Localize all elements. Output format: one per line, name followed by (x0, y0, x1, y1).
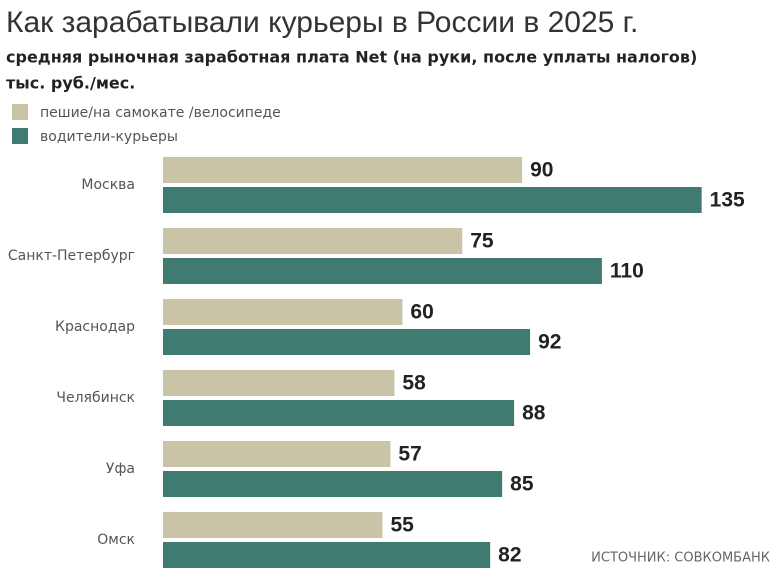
value-label: 135 (710, 189, 745, 212)
bar (163, 258, 602, 284)
category-label: Омск (97, 532, 135, 548)
value-label: 58 (402, 372, 426, 395)
unit-label: тыс. руб./мес. (6, 74, 135, 93)
bar (163, 329, 531, 355)
legend-swatch (12, 104, 28, 120)
bar (163, 441, 391, 467)
legend-label: водители-курьеры (40, 129, 178, 145)
bar (163, 542, 491, 568)
value-label: 88 (522, 402, 546, 425)
value-label: 85 (510, 473, 534, 496)
category-label: Санкт-Петербург (8, 248, 135, 264)
value-label: 90 (530, 159, 553, 182)
value-label: 110 (610, 260, 644, 283)
chart-subtitle: средняя рыночная заработная плата Net (н… (6, 48, 697, 67)
bar (163, 400, 515, 426)
legend-swatch (12, 128, 28, 144)
category-label: Краснодар (55, 319, 135, 335)
legend-label: пешие/на самокате /велосипеде (40, 105, 281, 121)
chart-title: Как зарабатывали курьеры в России в 2025… (6, 6, 638, 39)
category-label: Москва (81, 177, 135, 193)
bar (163, 187, 702, 213)
bar (163, 228, 463, 254)
category-label: Челябинск (56, 390, 135, 406)
bar (163, 512, 383, 538)
source: ИСТОЧНИК: СОВКОМБАНК (591, 551, 770, 566)
value-label: 82 (498, 544, 521, 567)
bar (163, 299, 403, 325)
bar (163, 471, 503, 497)
value-label: 75 (470, 230, 494, 253)
value-label: 55 (390, 514, 414, 537)
value-label: 57 (398, 443, 421, 466)
bar (163, 157, 523, 183)
value-label: 60 (410, 301, 433, 324)
value-label: 92 (538, 331, 561, 354)
category-label: Уфа (106, 461, 135, 477)
bar (163, 370, 395, 396)
